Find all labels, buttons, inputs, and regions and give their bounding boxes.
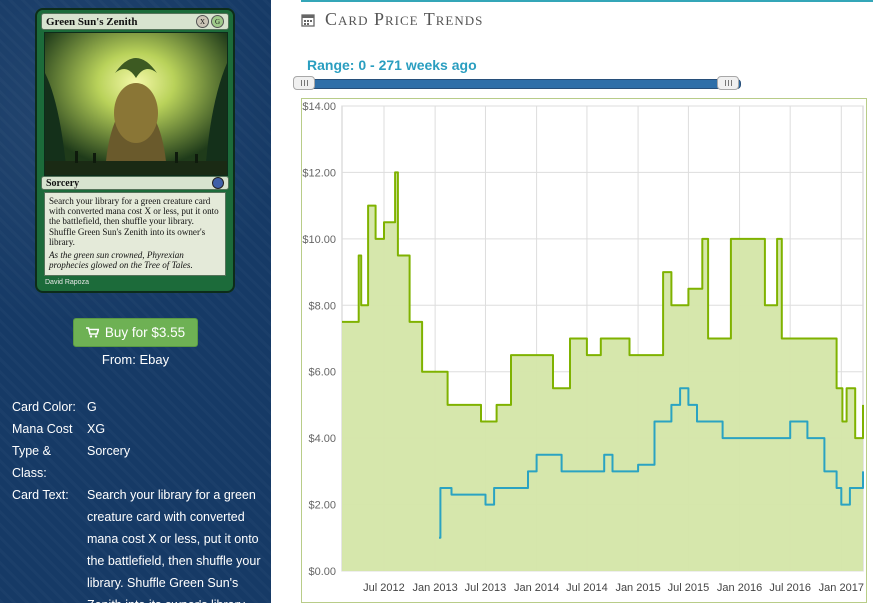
- y-tick-label: $14.00: [302, 101, 336, 113]
- y-tick-label: $12.00: [302, 167, 336, 179]
- y-tick-label: $4.00: [308, 433, 336, 445]
- section-header: Card Price Trends: [301, 9, 483, 30]
- buy-button-label: Buy for $3.55: [104, 325, 186, 340]
- card-artwork: [44, 32, 228, 176]
- x-tick-label: Jan 2016: [717, 582, 762, 594]
- x-tick-label: Jul 2016: [769, 582, 811, 594]
- section-title: Card Price Trends: [325, 9, 484, 29]
- info-row-mana-cost: Mana Cost XG: [12, 418, 267, 440]
- card-info: Card Color: G Mana Cost XG Type & Class:…: [12, 396, 267, 616]
- card-artist: David Rapoza: [45, 279, 89, 286]
- card-image: Green Sun's Zenith X G: [35, 8, 235, 293]
- x-tick-label: Jul 2014: [566, 582, 608, 594]
- week-range-slider[interactable]: [293, 76, 741, 91]
- x-tick-label: Jan 2013: [413, 582, 458, 594]
- info-row-color: Card Color: G: [12, 396, 267, 418]
- info-label: Type & Class:: [12, 444, 51, 480]
- y-tick-label: $2.00: [308, 500, 336, 512]
- header-divider: [301, 0, 873, 2]
- card-rules-text: Search your library for a green creature…: [49, 196, 219, 247]
- x-tick-label: Jul 2012: [363, 582, 405, 594]
- y-tick-label: $8.00: [308, 300, 336, 312]
- y-tick-label: $6.00: [308, 367, 336, 379]
- card-type-line: Sorcery: [46, 177, 80, 189]
- y-tick-label: $0.00: [308, 566, 336, 578]
- slider-handle-start[interactable]: [293, 76, 315, 90]
- info-value: G: [87, 400, 97, 414]
- series-green-line: [342, 171, 864, 440]
- set-symbol-icon: [212, 177, 224, 189]
- info-value: Sorcery: [87, 444, 131, 458]
- info-row-card-text: Card Text: Search your library for a gre…: [12, 484, 267, 616]
- y-tick-label: $10.00: [302, 234, 336, 246]
- price-trend-chart: $0.00 $2.00 $4.00 $6.00 $8.00 $10.00 $12.00 $14…: [301, 98, 867, 603]
- card-flavor-text: As the green sun crowned, Phyrexian prop…: [49, 250, 193, 271]
- calendar-icon: [301, 13, 315, 27]
- info-value: XG: [87, 422, 106, 436]
- x-tick-label: Jul 2013: [465, 582, 507, 594]
- card-type-bar: Sorcery: [41, 176, 229, 190]
- slider-track[interactable]: [293, 79, 741, 89]
- info-value: Search your library for a green creature…: [87, 488, 261, 612]
- x-tick-label: Jul 2015: [668, 582, 710, 594]
- card-mana-cost: X G: [196, 15, 224, 28]
- x-tick-label: Jan 2015: [615, 582, 660, 594]
- card-title-bar: Green Sun's Zenith X G: [41, 13, 229, 30]
- info-row-type: Type & Class: Sorcery: [12, 440, 267, 484]
- range-label: Range: 0 - 271 weeks ago: [307, 57, 477, 73]
- mana-symbol-x: X: [196, 15, 209, 28]
- card-name: Green Sun's Zenith: [46, 15, 138, 28]
- mana-symbol-green: G: [211, 15, 224, 28]
- info-label: Card Text:: [12, 488, 69, 502]
- x-tick-label: Jan 2017: [819, 582, 864, 594]
- info-label: Mana Cost: [12, 422, 73, 436]
- buy-source: From: Ebay: [101, 352, 170, 367]
- x-tick-label: Jan 2014: [514, 582, 559, 594]
- series-green-area: [342, 172, 863, 571]
- slider-handle-end[interactable]: [717, 76, 739, 90]
- shopping-cart-icon: [85, 327, 99, 338]
- card-sidebar: Green Sun's Zenith X G: [0, 0, 271, 612]
- info-label: Card Color:: [12, 400, 76, 414]
- series-blue-line: [439, 387, 864, 539]
- card-text-box: Search your library for a green creature…: [44, 192, 226, 276]
- buy-button[interactable]: Buy for $3.55: [73, 318, 198, 347]
